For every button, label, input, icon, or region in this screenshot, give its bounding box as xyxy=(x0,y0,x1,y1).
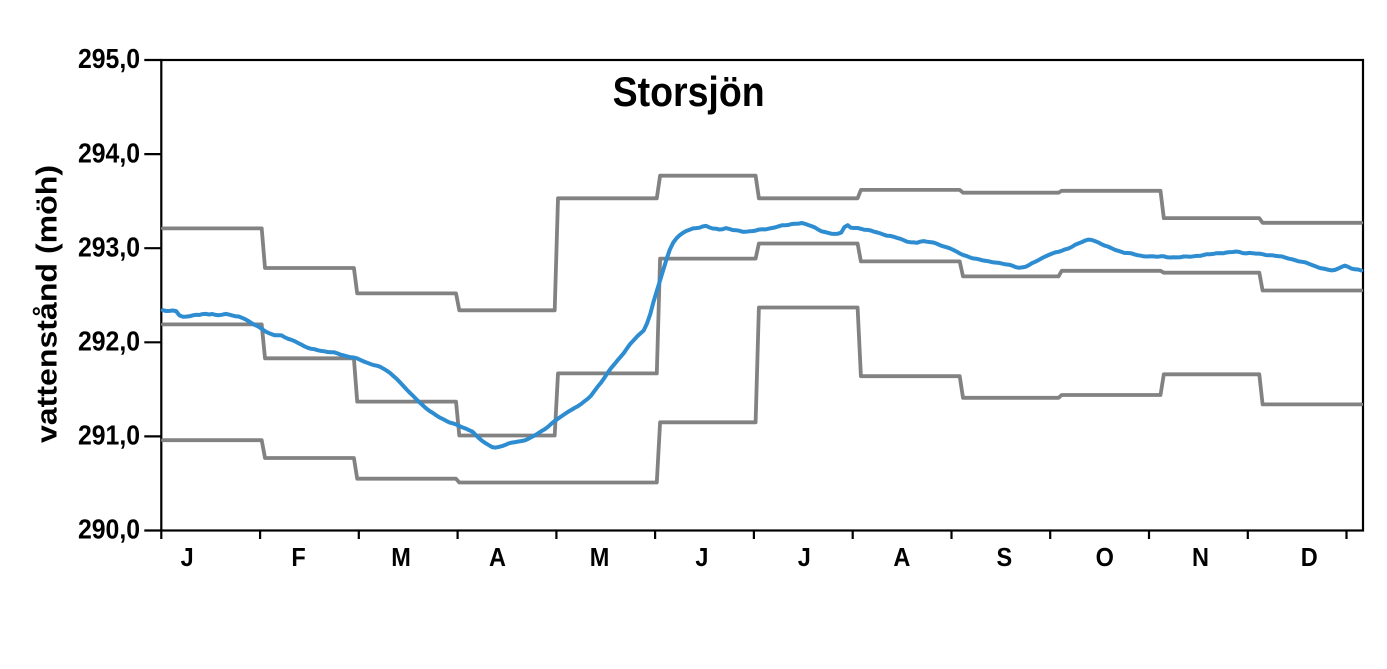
svg-text:291,0: 291,0 xyxy=(78,419,140,450)
svg-text:N: N xyxy=(1192,544,1209,572)
svg-text:294,0: 294,0 xyxy=(78,137,140,168)
svg-text:290,0: 290,0 xyxy=(78,514,140,545)
svg-text:J: J xyxy=(181,544,194,572)
svg-text:M: M xyxy=(391,544,411,572)
svg-text:Storsjön: Storsjön xyxy=(613,69,765,115)
svg-text:F: F xyxy=(291,544,305,572)
svg-text:292,0: 292,0 xyxy=(78,325,140,356)
svg-text:J: J xyxy=(695,544,708,572)
svg-text:S: S xyxy=(996,544,1012,572)
svg-text:A: A xyxy=(893,544,910,572)
svg-text:D: D xyxy=(1301,544,1318,572)
svg-text:293,0: 293,0 xyxy=(78,231,140,262)
svg-text:295,0: 295,0 xyxy=(78,43,140,74)
svg-text:M: M xyxy=(590,544,610,572)
svg-text:J: J xyxy=(798,544,811,572)
svg-text:O: O xyxy=(1096,544,1114,572)
svg-text:A: A xyxy=(489,544,506,572)
svg-text:vattenstånd (möh): vattenstånd (möh) xyxy=(31,165,63,443)
